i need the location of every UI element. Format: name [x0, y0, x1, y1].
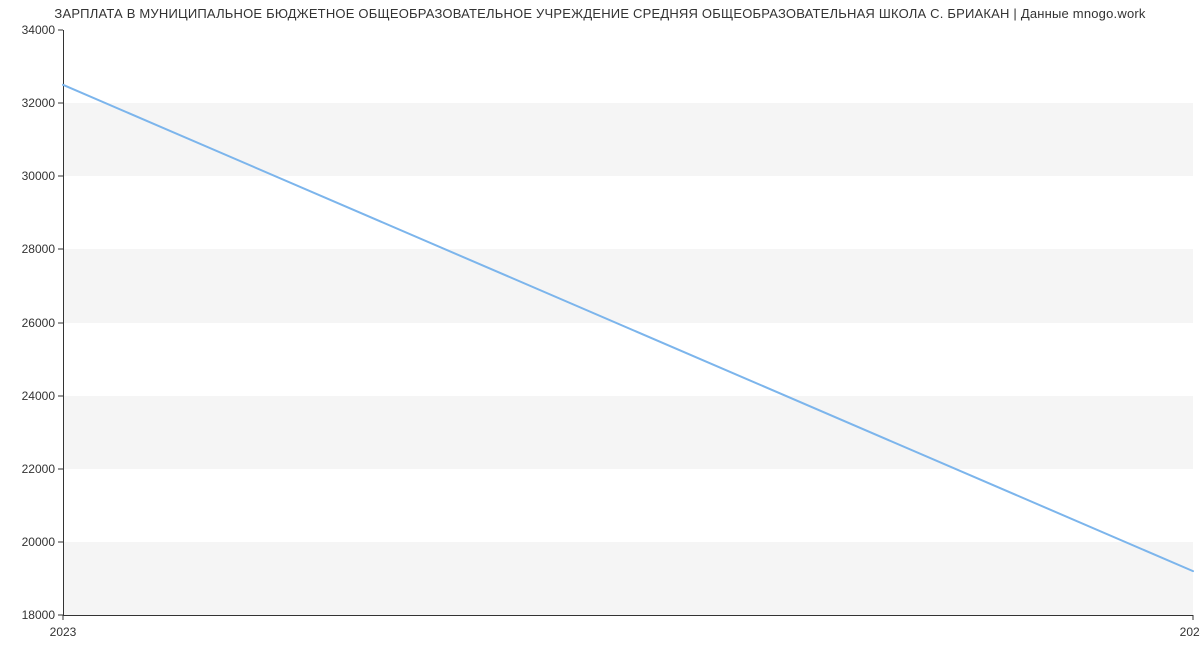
y-tick-label: 30000	[22, 169, 55, 183]
y-tick-label: 18000	[22, 608, 55, 622]
x-axis-line	[63, 615, 1193, 616]
y-tick-label: 26000	[22, 316, 55, 330]
chart-container: ЗАРПЛАТА В МУНИЦИПАЛЬНОЕ БЮДЖЕТНОЕ ОБЩЕО…	[0, 0, 1200, 650]
y-tick-label: 22000	[22, 462, 55, 476]
chart-title: ЗАРПЛАТА В МУНИЦИПАЛЬНОЕ БЮДЖЕТНОЕ ОБЩЕО…	[0, 6, 1200, 21]
x-tick-label: 2023	[50, 625, 77, 639]
y-tick-label: 24000	[22, 389, 55, 403]
line-layer	[63, 30, 1193, 615]
x-tick-label: 2024	[1180, 625, 1200, 639]
plot-area: 1800020000220002400026000280003000032000…	[63, 30, 1193, 615]
series-line-salary	[63, 85, 1193, 571]
y-tick-label: 28000	[22, 242, 55, 256]
y-tick-label: 20000	[22, 535, 55, 549]
y-tick-label: 34000	[22, 23, 55, 37]
y-tick-label: 32000	[22, 96, 55, 110]
